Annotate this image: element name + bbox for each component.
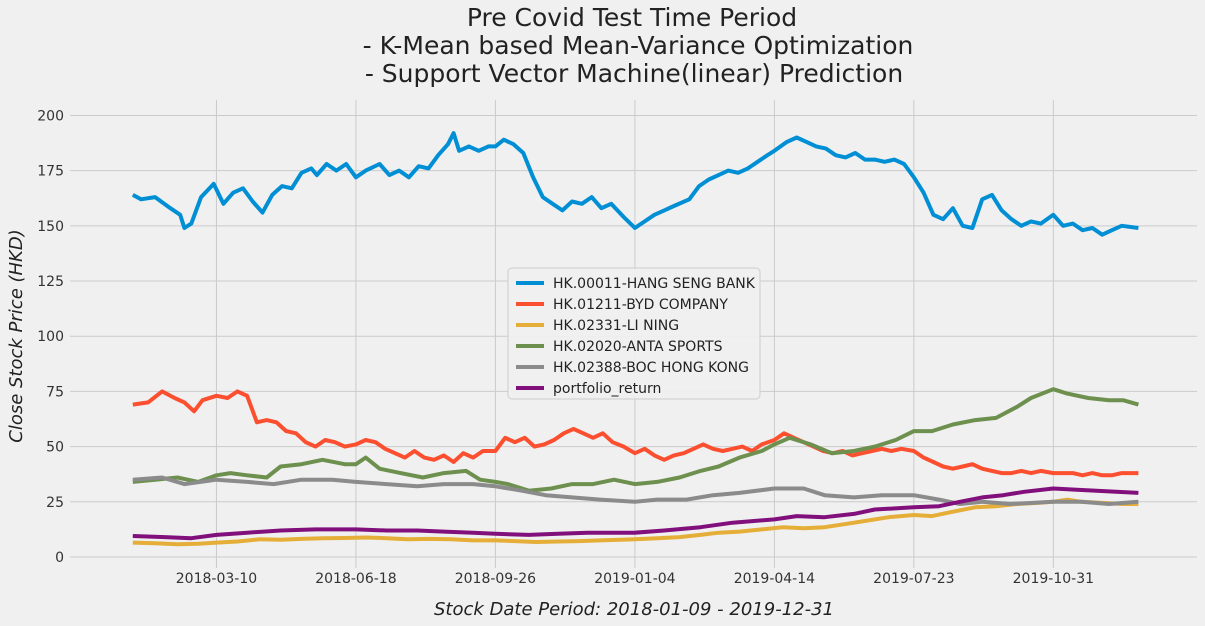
series-line-1 bbox=[132, 389, 1139, 478]
y-axis-ticks: 0 25 50 75 100 125 150 175 200 bbox=[37, 108, 64, 566]
series-line-2 bbox=[132, 497, 1139, 547]
legend-label-5: portfolio_return bbox=[553, 381, 661, 397]
x-tick-label: 2019-01-04 bbox=[594, 571, 675, 587]
legend-box bbox=[507, 267, 761, 400]
series-line-4 bbox=[132, 475, 1139, 506]
y-tick-label: 200 bbox=[37, 108, 64, 124]
y-tick-label: 125 bbox=[37, 274, 64, 290]
series-line-5 bbox=[132, 486, 1139, 541]
y-tick-label: 0 bbox=[55, 550, 64, 566]
y-tick-label: 75 bbox=[46, 384, 64, 400]
x-tick-label: 2019-04-14 bbox=[734, 571, 815, 587]
legend-label-4: HK.02388-BOC HONG KONG bbox=[553, 360, 749, 376]
series-lines bbox=[131, 131, 1139, 547]
legend-label-1: HK.01211-BYD COMPANY bbox=[553, 297, 728, 313]
y-tick-label: 50 bbox=[46, 440, 64, 456]
x-tick-label: 2018-06-18 bbox=[315, 571, 396, 587]
legend-label-2: HK.02331-LI NING bbox=[553, 318, 679, 334]
y-tick-label: 150 bbox=[37, 219, 64, 235]
legend-label-3: HK.02020-ANTA SPORTS bbox=[553, 339, 723, 355]
x-tick-label: 2018-09-26 bbox=[455, 571, 536, 587]
legend: HK.00011-HANG SENG BANK HK.01211-BYD COMP… bbox=[507, 267, 761, 400]
x-axis-label: Stock Date Period: 2018-01-09 - 2019-12-… bbox=[434, 599, 834, 620]
y-tick-label: 175 bbox=[37, 164, 64, 180]
x-tick-label: 2018-03-10 bbox=[176, 571, 257, 587]
chart-title-line-2: - K-Mean based Mean-Variance Optimizatio… bbox=[363, 31, 914, 60]
y-tick-label: 100 bbox=[37, 329, 64, 345]
y-tick-label: 25 bbox=[46, 495, 64, 511]
y-axis-label: Close Stock Price (HKD) bbox=[6, 229, 27, 443]
legend-label-0: HK.00011-HANG SENG BANK bbox=[553, 276, 756, 292]
series-line-3 bbox=[132, 387, 1139, 493]
x-tick-label: 2019-10-31 bbox=[1013, 571, 1094, 587]
chart-title-line-3: - Support Vector Machine(linear) Predict… bbox=[365, 59, 903, 88]
chart-title-line-1: Pre Covid Test Time Period bbox=[467, 3, 797, 32]
x-axis-ticks: 2018-03-10 2018-06-18 2018-09-26 2019-01-04… bbox=[176, 571, 1094, 587]
x-tick-label: 2019-07-23 bbox=[873, 571, 954, 587]
series-line-0 bbox=[131, 131, 1139, 237]
